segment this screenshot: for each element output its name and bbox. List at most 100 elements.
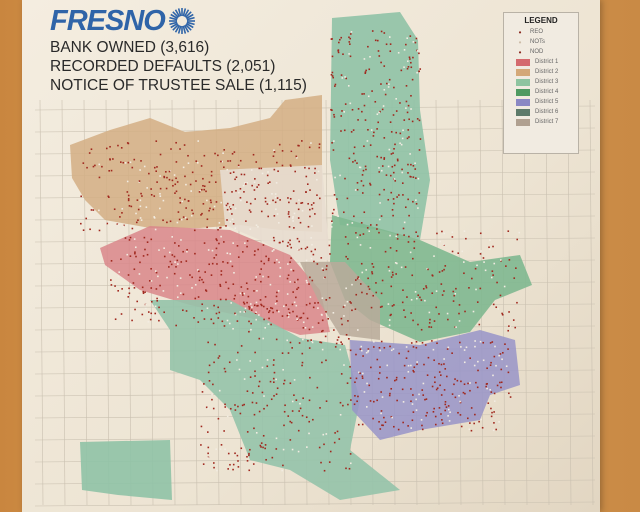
foreclosure-point [387,303,390,305]
foreclosure-point [202,184,204,187]
foreclosure-point [150,194,153,196]
foreclosure-point [373,340,375,343]
foreclosure-point [293,379,296,381]
foreclosure-point [153,216,155,218]
foreclosure-point [163,255,166,258]
foreclosure-point [378,346,381,349]
foreclosure-point [440,363,443,366]
foreclosure-point [119,310,121,313]
foreclosure-point [412,369,415,372]
foreclosure-point [410,388,412,390]
foreclosure-point [229,172,232,174]
foreclosure-point [317,307,319,309]
foreclosure-point [378,55,381,57]
foreclosure-point [406,296,408,298]
foreclosure-point [365,351,368,354]
street-line [567,99,572,506]
foreclosure-point [207,431,209,433]
legend-item-district-2: District 2 [504,67,578,77]
foreclosure-point [201,391,204,393]
foreclosure-point [287,263,289,265]
foreclosure-point [199,190,201,192]
foreclosure-point [118,271,120,273]
foreclosure-point [175,266,177,268]
foreclosure-point [290,165,292,167]
foreclosure-point [463,272,465,275]
foreclosure-point [516,301,518,304]
foreclosure-point [286,277,289,280]
foreclosure-point [227,452,230,455]
foreclosure-point [213,205,216,208]
foreclosure-point [378,167,380,169]
foreclosure-point [410,342,413,344]
foreclosure-point [270,323,272,326]
foreclosure-point [299,402,301,405]
foreclosure-point [257,225,259,228]
foreclosure-point [116,223,119,225]
foreclosure-point [194,297,197,300]
foreclosure-point [440,394,443,396]
foreclosure-point [297,278,299,281]
foreclosure-point [393,148,395,150]
foreclosure-point [245,220,247,222]
legend-item-reo: • REO [504,27,578,37]
foreclosure-point [508,325,510,327]
foreclosure-point [344,236,347,238]
foreclosure-point [339,413,342,416]
foreclosure-point [112,158,114,160]
foreclosure-point [254,198,256,200]
foreclosure-point [359,234,361,236]
foreclosure-point [198,191,201,193]
foreclosure-point [410,176,412,178]
foreclosure-point [198,279,201,282]
foreclosure-point [424,344,427,346]
foreclosure-point [182,309,184,312]
foreclosure-point [129,161,132,164]
foreclosure-point [240,173,243,176]
foreclosure-point [254,375,256,377]
foreclosure-point [287,308,290,310]
foreclosure-point [261,366,264,369]
foreclosure-point [376,128,378,130]
foreclosure-point [110,284,113,286]
foreclosure-point [139,169,141,171]
foreclosure-point [126,180,129,183]
foreclosure-point [219,283,221,286]
foreclosure-point [294,170,297,173]
foreclosure-point [291,217,294,220]
foreclosure-point [215,312,218,315]
foreclosure-point [438,371,441,373]
foreclosure-point [182,293,185,296]
foreclosure-point [205,190,207,193]
foreclosure-point [121,212,123,214]
foreclosure-point [334,85,336,87]
foreclosure-point [171,254,174,256]
foreclosure-point [90,148,93,151]
foreclosure-point [114,285,116,287]
foreclosure-point [234,409,237,411]
foreclosure-point [339,38,341,41]
foreclosure-point [289,261,291,263]
foreclosure-point [422,287,425,290]
foreclosure-point [449,411,451,414]
foreclosure-point [417,207,419,209]
foreclosure-point [349,37,352,40]
foreclosure-point [405,346,408,348]
foreclosure-point [156,166,158,168]
foreclosure-point [268,317,270,320]
legend-title: LEGEND [524,16,558,25]
foreclosure-point [378,372,381,374]
district-4-region [330,215,532,342]
foreclosure-point [469,382,471,384]
foreclosure-point [192,212,194,215]
foreclosure-point [198,270,200,273]
foreclosure-point [276,197,279,199]
foreclosure-point [405,85,408,87]
foreclosure-point [408,118,410,121]
foreclosure-point [124,162,127,164]
foreclosure-point [250,169,253,171]
foreclosure-point [217,417,220,420]
foreclosure-point [249,228,252,230]
foreclosure-point [405,43,407,46]
foreclosure-point [298,342,301,344]
